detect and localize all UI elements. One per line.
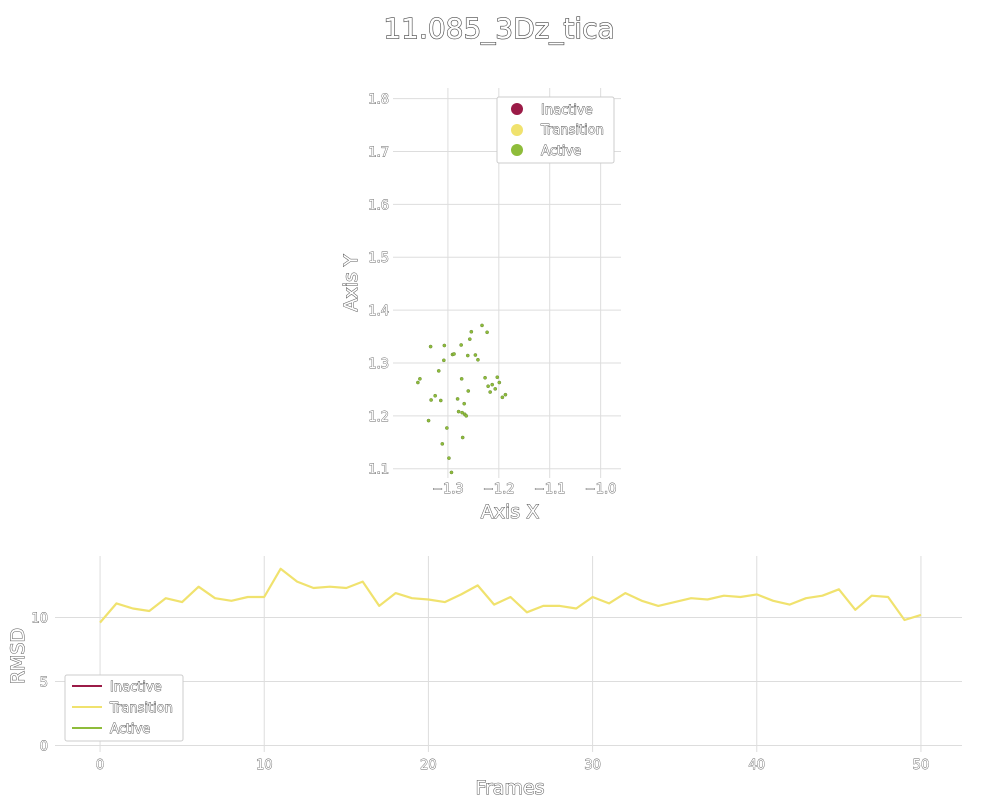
rmsd-series-transition-line (99, 567, 922, 624)
scatter-point-active (469, 329, 474, 334)
rmsd-x-tick-label: 10 (256, 758, 273, 773)
scatter-point-active (466, 389, 471, 393)
scatter-point-active (493, 387, 498, 391)
scatter-y-tick-label: 1.5 (368, 251, 389, 266)
scatter-x-tick-label: −1.1 (534, 482, 566, 497)
scatter-point-active (495, 375, 500, 380)
scatter-point-active (476, 357, 480, 362)
scatter-legend: Inactive Transition Active (496, 96, 615, 164)
scatter-y-axis-label: Axis Y (340, 254, 362, 311)
rmsd-y-tick-label: 0 (40, 739, 48, 754)
scatter-x-axis-label: Axis X (481, 501, 539, 523)
scatter-point-active (447, 456, 451, 460)
scatter-y-tick-label: 1.1 (368, 463, 389, 478)
scatter-point-active (452, 352, 456, 356)
scatter-y-ticks: 1.1 1.2 1.3 1.4 1.5 1.6 1.7 1.8 (368, 92, 390, 478)
scatter-point-active (455, 397, 460, 401)
scatter-y-tick-label: 1.6 (368, 198, 389, 213)
scatter-point-active (433, 393, 438, 398)
scatter-y-tick-label: 1.3 (368, 357, 389, 372)
scatter-point-active (485, 330, 489, 335)
scatter-point-active (456, 409, 461, 414)
scatter-point-active (464, 413, 469, 418)
scatter-x-tick-label: −1.3 (432, 482, 464, 497)
scatter-point-active (467, 337, 472, 342)
rmsd-legend-box (64, 674, 184, 742)
rmsd-y-axis-label: RMSD (7, 628, 29, 684)
scatter-point-active (497, 380, 502, 385)
legend-marker-active (511, 144, 523, 156)
scatter-point-active (503, 392, 508, 397)
scatter-point-active (483, 375, 487, 380)
rmsd-x-ticks: 0 10 20 30 40 50 (95, 758, 930, 774)
scatter-legend-box (496, 96, 615, 164)
scatter-y-tick-label: 1.7 (368, 145, 389, 160)
scatter-point-active (486, 384, 490, 389)
rmsd-x-tick-label: 0 (96, 758, 104, 773)
scatter-point-active (440, 442, 445, 446)
scatter-x-ticks: −1.3 −1.2 −1.1 −1.0 (432, 482, 617, 498)
rmsd-x-axis-label: Frames (475, 777, 544, 799)
rmsd-line-panel: 0 10 20 30 40 50 0 5 10 Frames RMSD Inactive Tr… (7, 556, 962, 800)
scatter-point-active (428, 344, 433, 349)
scatter-point-active (442, 343, 447, 348)
scatter-point-active (462, 401, 467, 406)
scatter-points (416, 323, 508, 475)
scatter-point-active (449, 470, 454, 475)
legend-marker-transition (511, 124, 523, 136)
rmsd-y-tick-label: 10 (31, 611, 48, 626)
rmsd-x-tick-label: 30 (584, 758, 601, 773)
scatter-point-active (459, 343, 463, 347)
scatter-y-tick-label: 1.4 (368, 304, 389, 319)
scatter-point-active (441, 358, 446, 363)
scatter-point-active (426, 418, 431, 423)
scatter-point-active (418, 376, 422, 381)
rmsd-y-ticks: 0 5 10 (31, 611, 48, 755)
scatter-point-active (460, 435, 465, 440)
scatter-point-active (459, 376, 464, 381)
scatter-point-active (436, 369, 441, 373)
rmsd-legend-label-inactive: Inactive (110, 680, 162, 695)
rmsd-y-tick-label: 5 (40, 675, 48, 690)
legend-label-transition: Transition (540, 123, 604, 138)
scatter-point-active (465, 353, 470, 358)
figure-title: 11.085_3Dz_tica (383, 12, 614, 45)
rmsd-x-tick-label: 50 (913, 758, 930, 773)
scatter-y-tick-label: 1.8 (368, 93, 389, 108)
rmsd-legend-label-active: Active (110, 722, 150, 737)
scatter-point-active (438, 398, 443, 403)
scatter-point-active (473, 353, 478, 357)
scatter-point-active (500, 395, 505, 400)
scatter-point-active (445, 426, 449, 430)
legend-label-active: Active (541, 144, 581, 159)
scatter-point-active (416, 380, 420, 385)
scatter-point-active (488, 390, 493, 394)
rmsd-legend-label-transition: Transition (109, 701, 173, 716)
scatter-panel: −1.3 −1.2 −1.1 −1.0 1.11.21.31.41.51.61.71.… (340, 88, 621, 524)
legend-label-inactive: Inactive (541, 103, 593, 118)
scatter-x-tick-label: −1.2 (483, 482, 515, 497)
rmsd-x-tick-label: 40 (748, 758, 765, 773)
scatter-x-tick-label: −1.0 (585, 482, 617, 497)
scatter-point-active (429, 398, 433, 402)
scatter-point-active (490, 382, 495, 387)
rmsd-grid (55, 556, 962, 752)
rmsd-x-tick-label: 20 (420, 758, 437, 773)
scatter-point-active (480, 323, 484, 328)
scatter-y-tick-label: 1.2 (368, 410, 389, 425)
legend-marker-inactive (511, 103, 523, 115)
rmsd-legend: Inactive Transition Active (64, 674, 184, 742)
